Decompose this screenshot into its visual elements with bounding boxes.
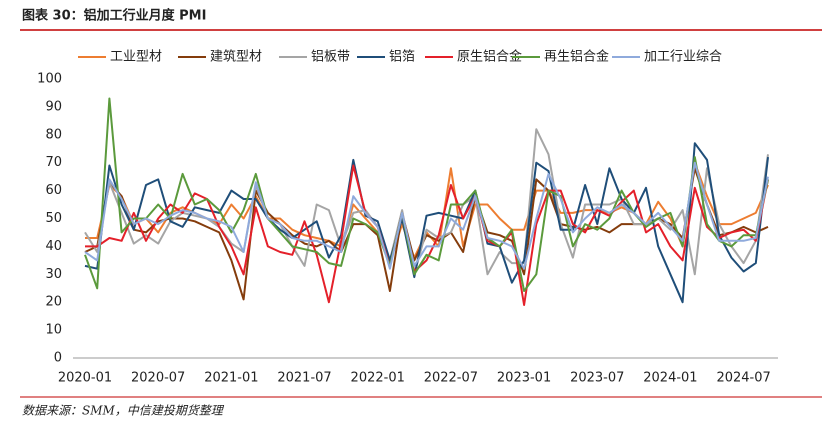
y-tick-label: 80	[45, 127, 62, 142]
series-line	[84, 128, 769, 276]
y-tick-label: 50	[45, 211, 62, 226]
legend-label: 加工行业综合	[644, 50, 722, 65]
x-tick-label: 2021-01	[204, 371, 258, 386]
chart-title: 图表 30：铝加工行业月度 PMI	[22, 8, 206, 24]
y-tick-label: 20	[45, 295, 62, 310]
x-tick-label: 2023-07	[570, 371, 624, 386]
legend-label: 再生铝合金	[544, 49, 609, 65]
x-tick-label: 2023-01	[497, 371, 551, 386]
y-tick-label: 70	[45, 155, 62, 170]
x-tick-label: 2022-01	[351, 371, 405, 386]
x-tick-label: 2024-07	[716, 371, 770, 386]
y-tick-label: 0	[54, 351, 62, 366]
x-tick-label: 2020-01	[58, 371, 112, 386]
series-line	[84, 161, 769, 270]
legend-label: 建筑型材	[210, 49, 262, 65]
legend-label: 原生铝合金	[457, 49, 522, 65]
series-line	[85, 164, 769, 306]
y-tick-label: 10	[45, 323, 62, 338]
source-note: 数据来源：SMM，中信建投期货整理	[22, 404, 225, 418]
legend-label: 工业型材	[110, 50, 162, 65]
legend-label: 铝箔	[389, 49, 415, 65]
y-tick-label: 30	[45, 267, 62, 282]
y-tick-label: 90	[45, 99, 62, 114]
x-tick-label: 2020-07	[131, 371, 185, 386]
y-tick-label: 100	[37, 72, 62, 87]
x-tick-label: 2022-07	[424, 371, 478, 386]
y-tick-label: 60	[45, 183, 62, 198]
x-tick-label: 2021-07	[277, 371, 331, 386]
x-tick-label: 2024-01	[643, 371, 697, 386]
series-line	[84, 97, 769, 292]
legend-label: 铝板带	[311, 50, 350, 65]
y-tick-label: 40	[45, 239, 62, 254]
